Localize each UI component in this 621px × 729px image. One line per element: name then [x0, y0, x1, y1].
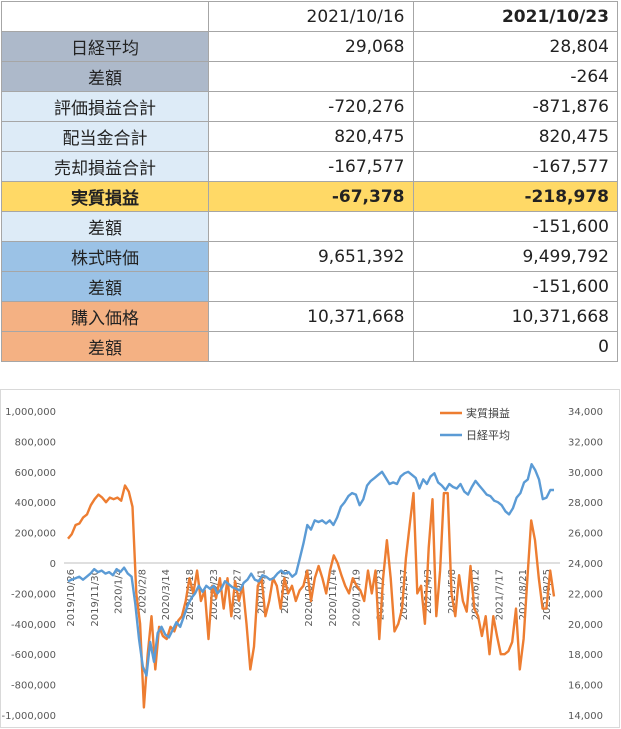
row-value-v2: -167,577 [412, 151, 618, 182]
right-tick-label: 26,000 [568, 529, 603, 540]
header-date-1: 2021/10/16 [208, 1, 414, 32]
x-tick-label: 2021/4/3 [423, 569, 434, 614]
row-value-v2: -151,600 [412, 271, 618, 302]
right-tick-label: 32,000 [568, 437, 603, 448]
row-value-v1 [208, 211, 414, 242]
table-row-unrealized-total: 評価損益合計 -720,276 -871,876 [1, 91, 618, 122]
row-label: 差額 [1, 331, 209, 362]
table-row-market-value: 株式時価 9,651,392 9,499,792 [1, 241, 618, 272]
table-header-row: 2021/10/16 2021/10/23 [1, 1, 618, 32]
table-row-nikkei-diff: 差額 -264 [1, 61, 618, 92]
row-label: 日経平均 [1, 31, 209, 62]
right-tick-label: 30,000 [568, 468, 603, 479]
legend-label-0: 実質損益 [466, 406, 510, 420]
summary-table: 2021/10/16 2021/10/23 日経平均 29,068 28,804 差額 -2… [1, 1, 618, 362]
header-date-2: 2021/10/23 [412, 1, 618, 32]
row-value-v2: -871,876 [412, 91, 618, 122]
dual-axis-line-chart: 1,000,000 800,000 600,000 400,000 200,000 0 -2… [0, 389, 620, 728]
table-row-realized-total: 売却損益合計 -167,577 -167,577 [1, 151, 618, 182]
right-tick-label: 16,000 [568, 681, 603, 692]
row-value-v2: 28,804 [412, 31, 618, 62]
x-tick-label: 2021/6/12 [471, 569, 482, 620]
left-tick-label: -400,000 [11, 620, 56, 631]
row-value-v1: 9,651,392 [208, 241, 414, 272]
chart-series [67, 462, 556, 709]
x-tick-label: 2020/4/18 [185, 569, 196, 620]
left-tick-label: -200,000 [11, 589, 56, 600]
table-row-dividend-total: 配当金合計 820,475 820,475 [1, 121, 618, 152]
x-tick-label: 2021/2/27 [399, 569, 410, 620]
row-value-v1: 29,068 [208, 31, 414, 62]
right-tick-label: 14,000 [568, 711, 603, 722]
row-value-v1: 10,371,668 [208, 301, 414, 332]
row-value-v1 [208, 271, 414, 302]
x-tick-label: 2020/9/5 [280, 569, 291, 614]
table-row-nikkei: 日経平均 29,068 28,804 [1, 31, 618, 62]
row-value-v2: 820,475 [412, 121, 618, 152]
left-tick-label: -600,000 [11, 650, 56, 661]
row-label: 配当金合計 [1, 121, 209, 152]
row-label: 購入価格 [1, 301, 209, 332]
x-tick-label: 2020/1/4 [114, 569, 125, 614]
legend-label-1: 日経平均 [466, 429, 510, 442]
row-value-v1: 820,475 [208, 121, 414, 152]
left-tick-label: 400,000 [15, 498, 56, 509]
left-tick-label: 200,000 [15, 529, 56, 540]
x-tick-label: 2020/12/19 [352, 569, 363, 627]
left-tick-label: 1,000,000 [5, 407, 56, 418]
row-value-v2: 9,499,792 [412, 241, 618, 272]
row-label: 株式時価 [1, 241, 209, 272]
table-row-net-pnl-diff: 差額 -151,600 [1, 211, 618, 242]
row-label: 差額 [1, 211, 209, 242]
right-tick-label: 28,000 [568, 498, 603, 509]
series-line-0 [67, 484, 556, 709]
row-value-v2: 10,371,668 [412, 301, 618, 332]
right-y-axis: 34,000 32,000 30,000 28,000 26,000 24,000 22,0… [568, 407, 603, 722]
table-row-market-value-diff: 差額 -151,600 [1, 271, 618, 302]
right-tick-label: 22,000 [568, 589, 603, 600]
chart-border [0, 389, 620, 728]
row-value-v2: -218,978 [412, 181, 618, 212]
left-tick-label: -1,000,000 [1, 711, 56, 722]
x-tick-label: 2020/3/14 [161, 569, 172, 620]
row-label: 差額 [1, 61, 209, 92]
x-tick-label: 2021/8/21 [518, 569, 529, 620]
row-label: 実質損益 [1, 181, 209, 212]
row-value-v1 [208, 331, 414, 362]
row-label: 売却損益合計 [1, 151, 209, 182]
row-value-v2: 0 [412, 331, 618, 362]
left-tick-label: 800,000 [15, 437, 56, 448]
row-value-v1 [208, 61, 414, 92]
table-row-net-pnl: 実質損益 -67,378 -218,978 [1, 181, 618, 212]
row-label: 評価損益合計 [1, 91, 209, 122]
right-tick-label: 20,000 [568, 620, 603, 631]
x-tick-label: 2019/10/26 [66, 569, 77, 627]
left-tick-label: 600,000 [15, 468, 56, 479]
series-line-1 [67, 462, 554, 677]
row-value-v1: -167,577 [208, 151, 414, 182]
x-tick-label: 2021/7/17 [494, 569, 505, 620]
left-y-axis: 1,000,000 800,000 600,000 400,000 200,000 0 -2… [1, 407, 56, 722]
header-corner [1, 1, 209, 32]
row-value-v2: -151,600 [412, 211, 618, 242]
table-row-purchase-price-diff: 差額 0 [1, 331, 618, 362]
right-tick-label: 24,000 [568, 559, 603, 570]
row-value-v1: -720,276 [208, 91, 414, 122]
row-label: 差額 [1, 271, 209, 302]
left-tick-label: -800,000 [11, 681, 56, 692]
right-tick-label: 18,000 [568, 650, 603, 661]
x-tick-label: 2020/11/14 [328, 569, 339, 627]
row-value-v2: -264 [412, 61, 618, 92]
right-tick-label: 34,000 [568, 407, 603, 418]
row-value-v1: -67,378 [208, 181, 414, 212]
left-tick-label: 0 [50, 559, 56, 570]
x-tick-label: 2019/11/30 [90, 569, 101, 627]
x-tick-label: 2020/2/8 [137, 569, 148, 614]
table-row-purchase-price: 購入価格 10,371,668 10,371,668 [1, 301, 618, 332]
